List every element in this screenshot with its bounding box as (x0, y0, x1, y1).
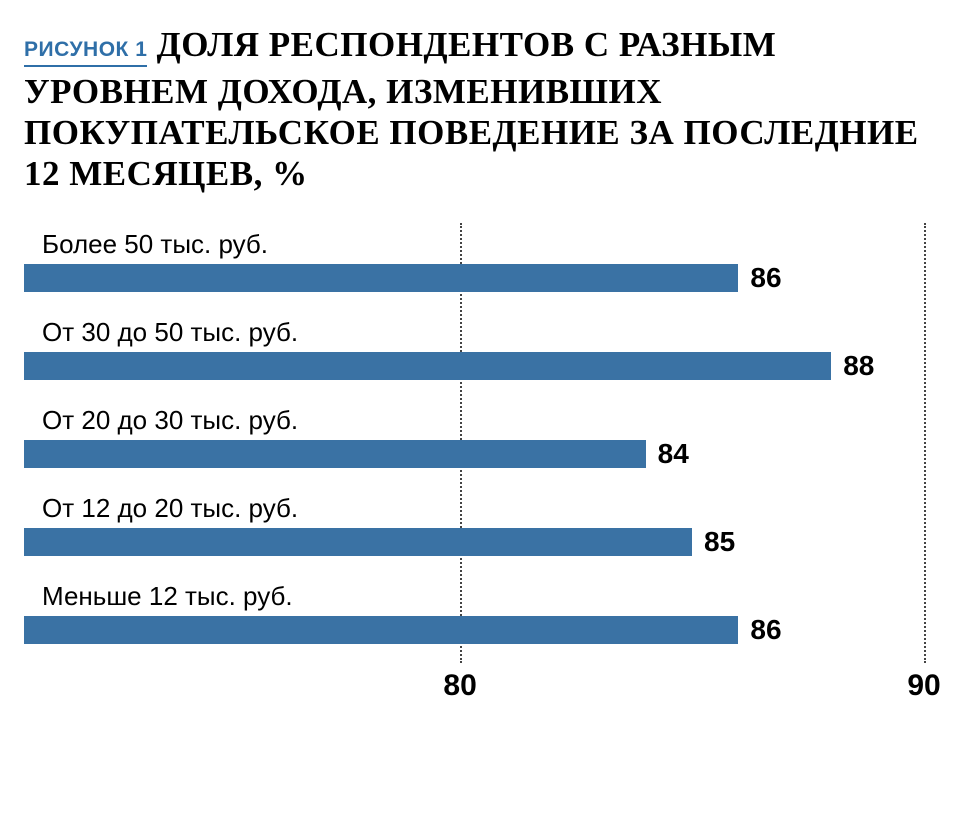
figure: РИСУНОК 1 ДОЛЯ РЕСПОНДЕНТОВ С РАЗНЫМ УРО… (0, 0, 968, 711)
chart-row: Меньше 12 тыс. руб.86 (24, 575, 924, 663)
bar (24, 264, 738, 292)
bar (24, 616, 738, 644)
title-block: РИСУНОК 1 ДОЛЯ РЕСПОНДЕНТОВ С РАЗНЫМ УРО… (24, 24, 944, 195)
chart-row: Более 50 тыс. руб.86 (24, 223, 924, 311)
value-label: 88 (831, 350, 874, 382)
bar (24, 440, 646, 468)
category-label: От 12 до 20 тыс. руб. (24, 487, 924, 528)
x-axis: 8090 (24, 663, 924, 711)
category-label: От 30 до 50 тыс. руб. (24, 311, 924, 352)
chart-row: От 20 до 30 тыс. руб.84 (24, 399, 924, 487)
gridline (924, 223, 926, 663)
bar-chart: Более 50 тыс. руб.86От 30 до 50 тыс. руб… (24, 223, 944, 711)
bar (24, 352, 831, 380)
category-label: Меньше 12 тыс. руб. (24, 575, 924, 616)
bar-line: 85 (24, 528, 924, 556)
bar (24, 528, 692, 556)
chart-title-text: ДОЛЯ РЕСПОНДЕНТОВ С РАЗНЫМ УРОВНЕМ ДОХОД… (24, 25, 919, 193)
value-label: 84 (646, 438, 689, 470)
x-tick-label: 90 (907, 669, 940, 703)
category-label: От 20 до 30 тыс. руб. (24, 399, 924, 440)
x-tick-label: 80 (443, 669, 476, 703)
figure-overline: РИСУНОК 1 (24, 38, 147, 67)
category-label: Более 50 тыс. руб. (24, 223, 924, 264)
bar-line: 88 (24, 352, 924, 380)
bar-line: 86 (24, 264, 924, 292)
plot-area: Более 50 тыс. руб.86От 30 до 50 тыс. руб… (24, 223, 924, 663)
bar-line: 86 (24, 616, 924, 644)
bar-line: 84 (24, 440, 924, 468)
value-label: 86 (738, 614, 781, 646)
chart-row: От 12 до 20 тыс. руб.85 (24, 487, 924, 575)
chart-title: РИСУНОК 1 ДОЛЯ РЕСПОНДЕНТОВ С РАЗНЫМ УРО… (24, 24, 944, 195)
value-label: 85 (692, 526, 735, 558)
value-label: 86 (738, 262, 781, 294)
chart-row: От 30 до 50 тыс. руб.88 (24, 311, 924, 399)
